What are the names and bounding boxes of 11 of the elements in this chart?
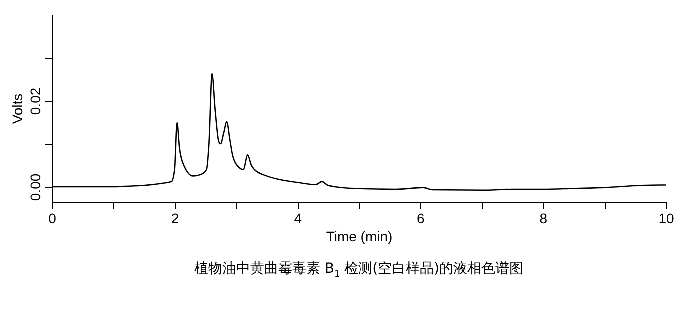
y-tick-label: 0.02 (28, 88, 44, 116)
x-tick-label: 4 (294, 210, 302, 226)
y-tick-label: 0.00 (28, 174, 44, 202)
x-tick-label: 10 (658, 210, 674, 226)
x-tick-label: 2 (171, 210, 180, 226)
x-tick-label: 8 (540, 210, 548, 226)
x-axis-title: Time (min) (326, 228, 393, 244)
text: 植物油中黄曲霉毒素 B$_{1}$ 检测(空白样品)的液相色谱图 (193, 260, 525, 280)
y-axis-title: Volts (10, 94, 26, 124)
x-tick-label: 6 (417, 210, 425, 226)
x-tick-label: 0 (48, 210, 57, 226)
